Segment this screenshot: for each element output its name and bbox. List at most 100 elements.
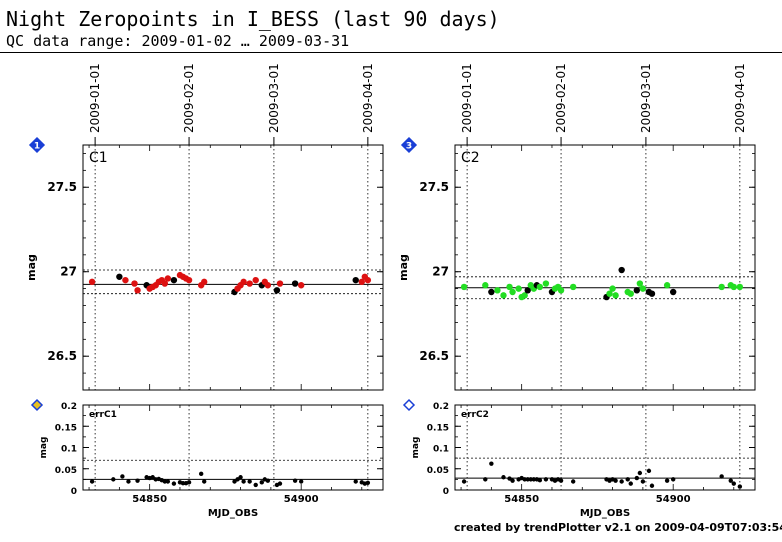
y-tick-label: 27.5 [419,180,449,194]
data-point [625,477,630,482]
date-tick-label: 2009-01-01 [88,63,102,133]
data-point [135,478,140,483]
panel-badge-icon [400,136,418,154]
data-point [265,478,271,483]
y-axis-label: mag [411,437,421,459]
y-tick-label: 0 [71,487,77,497]
date-tick-label: 2009-04-01 [733,63,747,133]
y-tick-label: 27 [60,265,77,279]
y-tick-label: 27.5 [47,180,77,194]
y-tick-label: 0.2 [433,402,449,412]
data-point [506,283,513,291]
data-point [718,283,725,291]
data-point [670,477,676,482]
x-tick-label: 54900 [656,494,691,505]
data-point [364,276,372,284]
date-tick-label: 2009-02-01 [554,63,568,133]
data-point [636,280,644,287]
data-point [640,479,646,484]
data-point [649,483,655,488]
y-tick-label: 0 [443,487,449,497]
data-point [180,481,186,486]
panel-label: C1 [89,150,108,166]
data-point [171,481,177,486]
chart-panel-c2: 27.5 27 26.5 mag C2 3 2009-01-01 2009-02-01 2009… [397,63,756,391]
data-point [628,481,633,486]
data-point [542,280,550,287]
data-point [461,479,467,484]
data-point [277,481,283,486]
data-point [634,475,640,481]
plot-frame [82,144,384,391]
data-point [170,276,178,284]
data-point [276,280,284,287]
data-point [531,477,536,482]
x-tick-label: 54850 [504,494,539,505]
panel-badge-number: 3 [406,142,412,152]
data-point [120,474,125,479]
y-tick-label: 27 [432,265,449,279]
date-tick-label: 2009-01-01 [460,63,474,133]
data-point [648,290,656,297]
date-tick-label: 2009-03-01 [639,63,653,133]
data-point [525,477,530,482]
date-tick-label: 2009-02-01 [182,63,196,133]
y-tick-label: 0.05 [55,466,77,476]
data-point [482,282,489,289]
data-point [501,475,506,480]
data-point [489,461,494,466]
data-point [353,479,358,484]
data-point [669,288,677,296]
date-tick-label: 2009-03-01 [267,63,281,133]
data-point [298,479,304,484]
data-point [569,283,577,291]
data-point [89,479,95,484]
data-point [185,276,193,284]
data-point [162,479,168,484]
data-point [536,283,544,291]
data-point [273,287,281,294]
y-axis-label: mag [25,254,38,281]
x-tick-label: 54900 [284,494,319,505]
data-point [728,478,733,483]
data-point [122,276,129,284]
chart-panel-errc1: 0.2 0.15 0.1 0.05 0 mag errC1 54850 54900 MJD_OBS [30,398,384,519]
data-point [164,275,172,282]
data-point [543,477,549,482]
data-point [719,474,724,479]
data-point [241,479,246,484]
data-point [264,282,272,289]
data-point [500,292,507,299]
data-point [201,278,208,286]
chart-panel-errc2: 0.2 0.15 0.1 0.05 0 mag errC2 54850 54900 MJD_OBS [402,398,756,519]
data-point [186,480,192,485]
data-point [521,292,528,299]
data-point [570,479,576,484]
data-point [627,290,634,297]
data-point [358,278,365,286]
data-point [246,280,253,287]
data-point [612,292,619,299]
date-tick-label: 2009-04-01 [361,63,375,133]
title-divider [0,52,782,53]
data-point [609,285,616,292]
panel-label: errC1 [89,410,117,420]
y-tick-label: 26.5 [47,349,77,363]
panel-label: errC2 [461,410,489,420]
y-tick-label: 0.2 [61,402,77,412]
data-point [664,478,670,483]
data-point [619,479,624,484]
x-axis-label: MJD_OBS [208,508,258,519]
data-point [646,468,652,474]
data-point [515,285,522,292]
data-point [161,280,169,287]
data-point [131,280,138,287]
data-point [252,276,259,284]
data-point [165,479,171,484]
y-tick-label: 26.5 [419,349,449,363]
data-point [618,266,625,274]
data-point [736,283,744,291]
panel-badge-number: 1 [34,142,40,152]
data-point [134,287,141,294]
data-point [488,288,495,296]
